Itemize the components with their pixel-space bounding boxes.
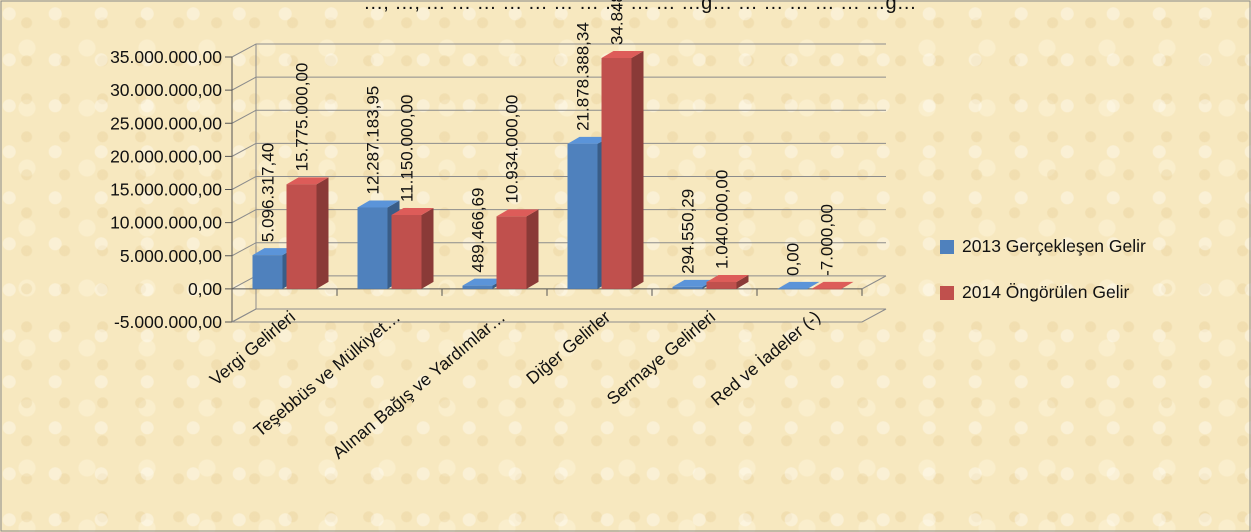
gridline-side	[231, 142, 257, 157]
gridline-side	[231, 275, 257, 290]
bar-2014	[391, 215, 422, 289]
chart-title: …, …, … … … … … … … … … … …g… … … … … … …	[363, 0, 916, 14]
y-tick-label: 10.000.000,00	[110, 213, 222, 233]
bar-2013	[672, 286, 703, 289]
y-tick-label: 0,00	[188, 279, 222, 299]
bar-2013	[357, 207, 388, 289]
bar-top	[496, 209, 539, 217]
data-label: 294.550,29	[679, 189, 698, 274]
bar-2013	[567, 143, 598, 289]
bar-2014	[496, 216, 527, 289]
y-tick-label: 15.000.000,00	[110, 180, 222, 200]
bar-2014	[811, 288, 842, 290]
y-tick-label: 30.000.000,00	[110, 80, 222, 100]
bar-side	[421, 208, 434, 289]
bar-2013	[462, 285, 493, 289]
data-label: 11.150.000,00	[398, 95, 417, 202]
data-label: -7.000,00	[818, 204, 837, 276]
gridline-side	[231, 76, 257, 91]
gridline-side	[231, 176, 257, 190]
x-axis-depth	[861, 275, 887, 290]
bar-top	[391, 208, 434, 216]
gridline-side	[231, 242, 257, 257]
data-label: 15.775.000,00	[293, 63, 312, 172]
gridline-side	[231, 43, 257, 58]
bar-top	[601, 51, 644, 59]
y-tick-label: 5.000.000,00	[120, 246, 222, 266]
legend-item: 2013 Gerçekleşen Gelir	[962, 236, 1146, 256]
bar-top	[357, 200, 400, 208]
data-label: 489.466,69	[469, 188, 488, 273]
y-tick-label: 25.000.000,00	[110, 113, 222, 133]
data-label: 5.096.317,40	[259, 143, 278, 242]
bar-top	[706, 274, 749, 282]
legend-swatch	[940, 240, 954, 254]
bar-top	[286, 177, 329, 185]
bar-top	[777, 281, 820, 289]
bar-side	[631, 51, 644, 289]
data-label: 0,00	[784, 243, 803, 276]
y-tick-label: 20.000.000,00	[110, 146, 222, 166]
legend-swatch	[940, 286, 954, 300]
bar-2014	[601, 58, 632, 289]
bar-side	[526, 209, 539, 289]
bar-side	[316, 177, 329, 289]
category-label: Diğer Gelirler	[522, 307, 614, 389]
chart-floor	[231, 308, 887, 323]
bar-side	[841, 281, 854, 289]
bar-top	[811, 281, 854, 289]
data-label: 12.287.183,95	[364, 86, 383, 195]
bar-2014	[286, 184, 317, 289]
y-tick-label: -5.000.000,00	[114, 312, 222, 332]
gridline-side	[231, 109, 257, 124]
data-label: 34.848.000,00	[608, 0, 627, 45]
bar-2013	[777, 288, 808, 290]
bar-top	[462, 278, 505, 286]
bar-2013	[252, 255, 283, 289]
data-label: 21.878.388,34	[574, 22, 593, 131]
bar-side	[736, 274, 749, 289]
category-label: Alınan Bağış ve Yardımlar…	[328, 307, 509, 463]
bar-top	[567, 136, 610, 144]
bar-2014	[706, 281, 737, 289]
y-tick-label: 35.000.000,00	[110, 47, 222, 67]
bar-top	[672, 279, 715, 287]
bar-top	[252, 248, 295, 256]
data-label: 10.934.000,00	[503, 95, 522, 204]
legend-item: 2014 Öngörülen Gelir	[962, 282, 1129, 302]
data-label: 1.040.000,00	[713, 170, 732, 269]
gridline-side	[231, 209, 257, 224]
